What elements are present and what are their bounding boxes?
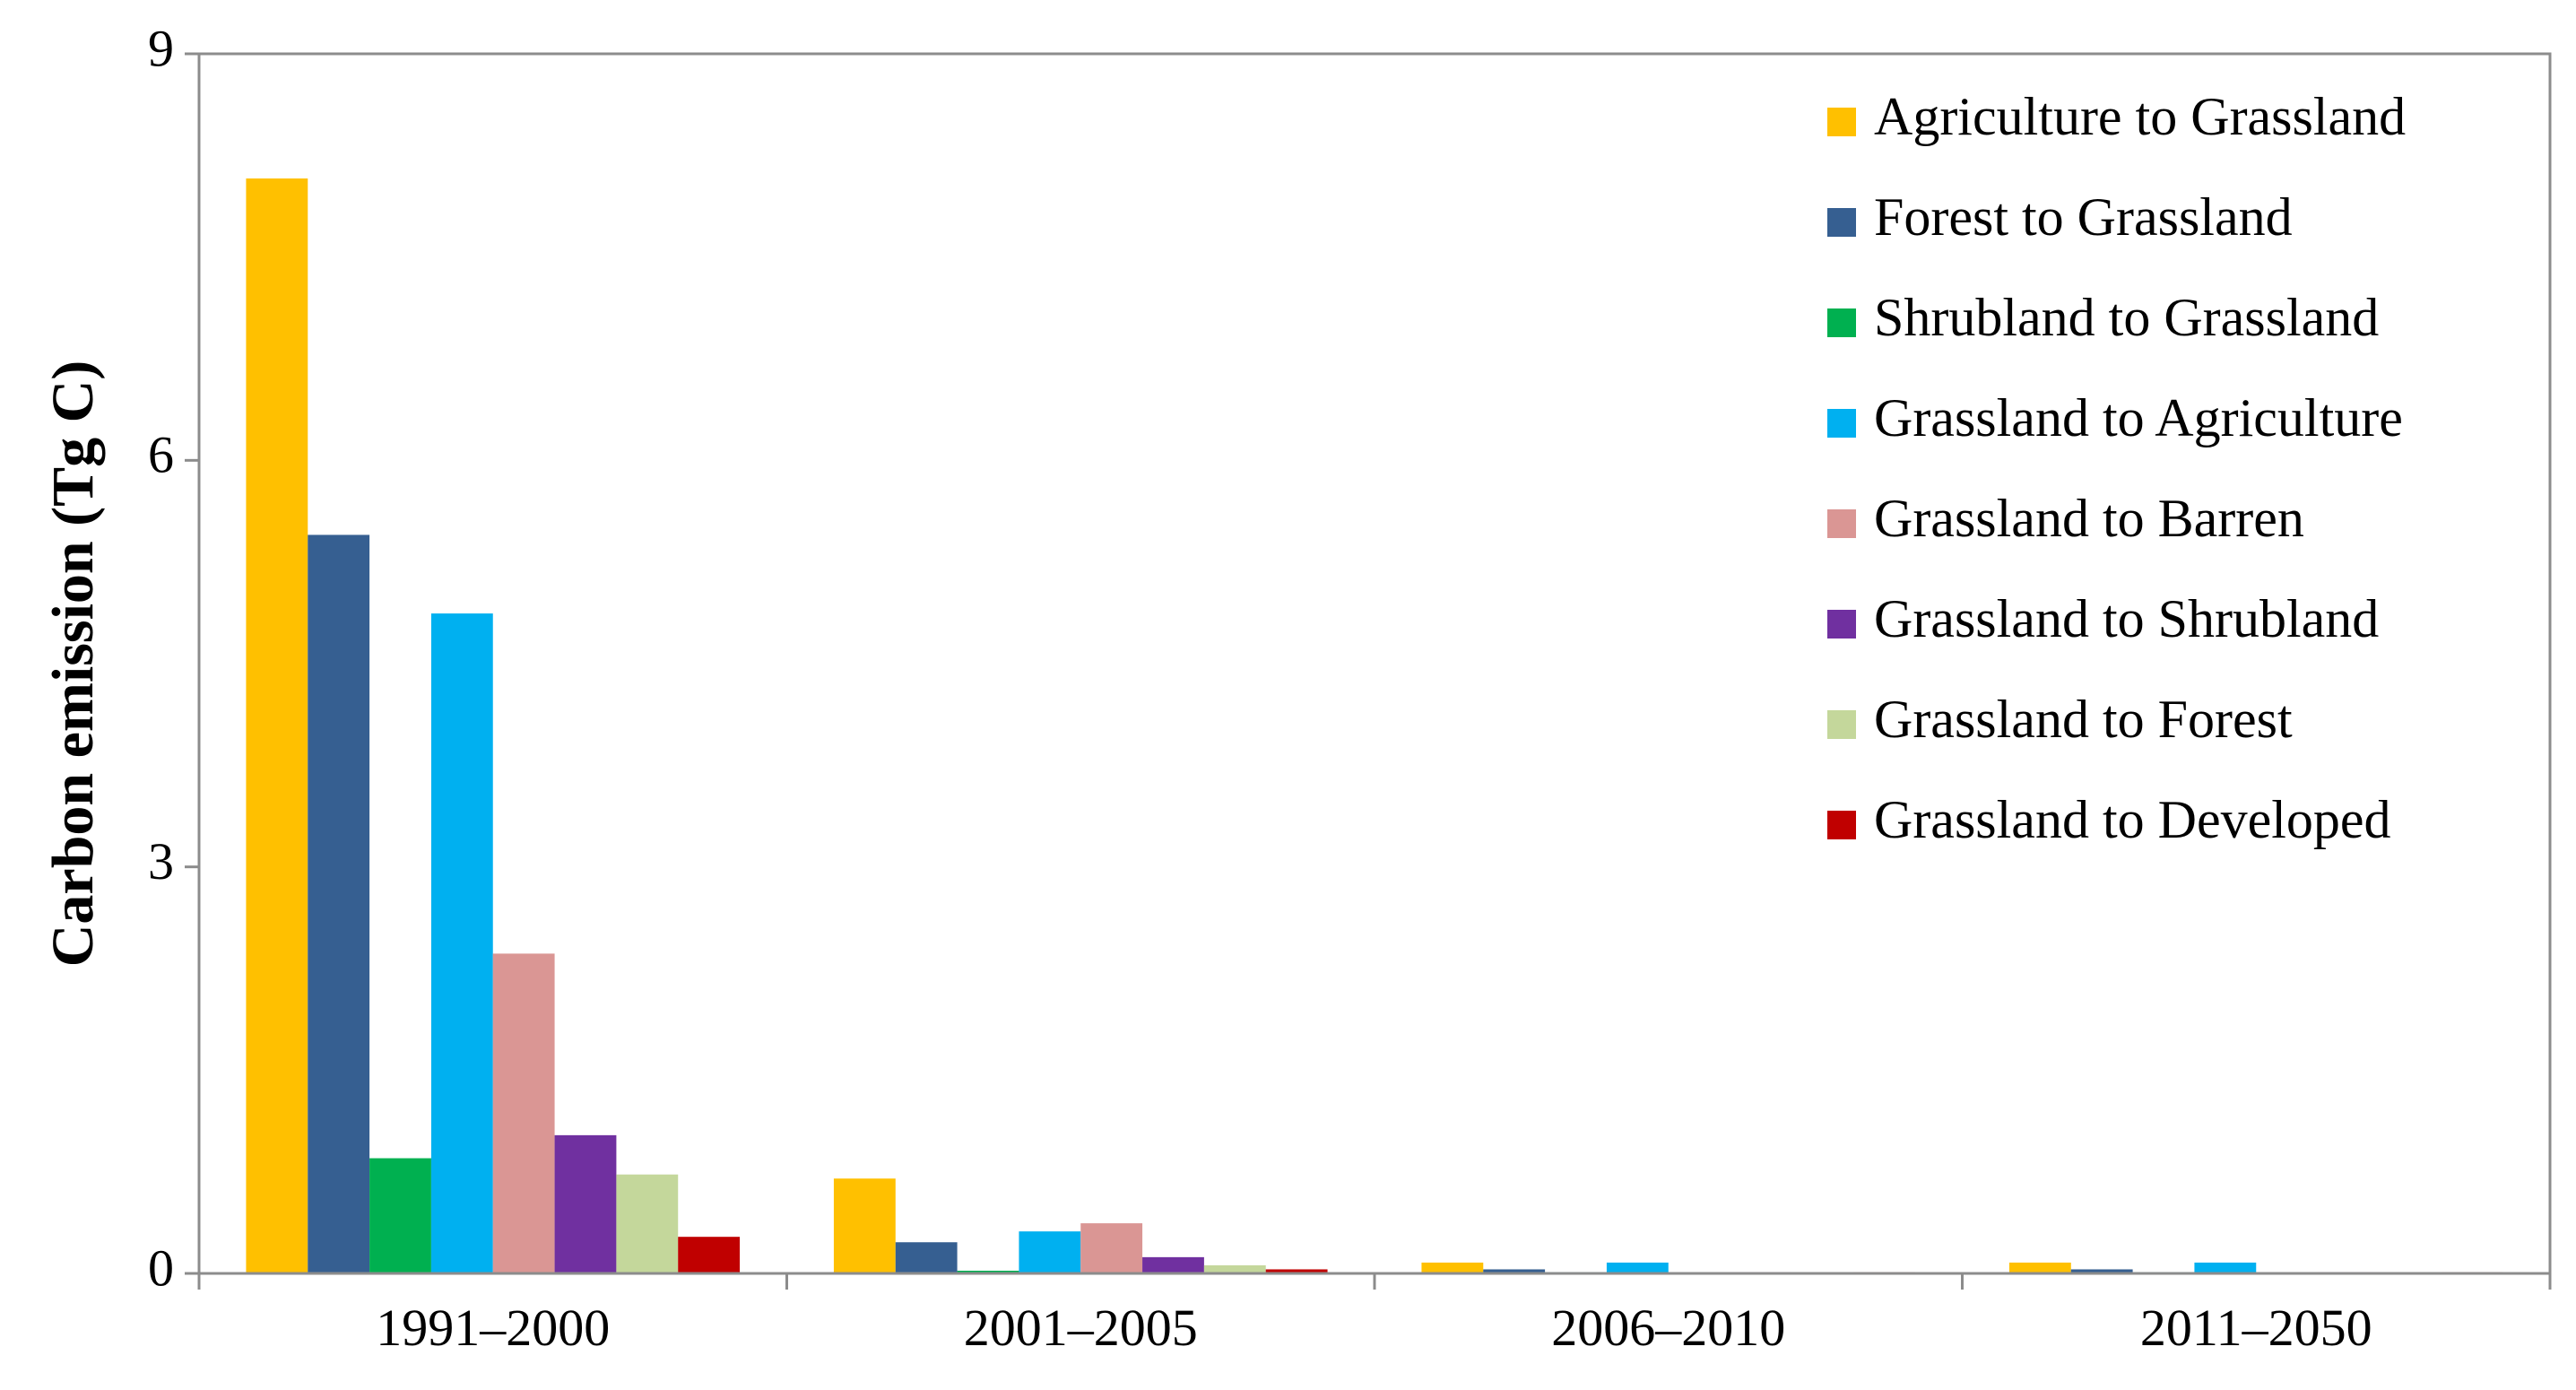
legend-label: Grassland to Shrubland (1874, 589, 2379, 648)
bar (554, 1134, 617, 1273)
y-axis-title: Carbon emission (Tg C) (40, 361, 106, 968)
bar (895, 1242, 958, 1273)
plot-area (197, 52, 2552, 1275)
legend-swatch (1827, 811, 1856, 839)
legend-swatch (1827, 108, 1856, 136)
legend-label: Forest to Grassland (1874, 187, 2293, 247)
axes-layer: 0 3 6 9 1991–2000 2001–2005 2006–2010 2011–2050 (148, 19, 2552, 1357)
y-tick-label: 9 (148, 19, 174, 77)
bar (616, 1174, 679, 1273)
x-tick-label: 2001–2005 (964, 1299, 1198, 1357)
bar (1483, 1269, 1546, 1273)
y-tick-label: 0 (148, 1238, 174, 1297)
legend-label: Shrubland to Grassland (1874, 288, 2379, 347)
bar (369, 1158, 431, 1273)
bar (308, 534, 370, 1273)
bar (1421, 1262, 1484, 1273)
legend-label: Grassland to Developed (1874, 790, 2391, 849)
bar (2008, 1262, 2071, 1273)
bar (1019, 1231, 1081, 1273)
legend-label: Agriculture to Grassland (1874, 87, 2406, 146)
legend-label: Grassland to Barren (1874, 489, 2304, 548)
legend-swatch (1827, 710, 1856, 739)
bar (957, 1270, 1019, 1273)
bar (1203, 1264, 1266, 1273)
x-tick-label: 1991–2000 (376, 1299, 610, 1357)
legend-label: Grassland to Forest (1874, 690, 2293, 749)
bar (492, 953, 555, 1273)
bar (678, 1237, 741, 1273)
legend-label: Grassland to Agriculture (1874, 388, 2403, 447)
legend-swatch (1827, 509, 1856, 538)
y-tick-label: 3 (148, 832, 174, 890)
bar (1142, 1256, 1204, 1273)
legend: Agriculture to Grassland Forest to Grassl… (1827, 87, 2406, 849)
bar (1265, 1269, 1328, 1273)
x-tick-label: 2011–2050 (2140, 1299, 2372, 1357)
bar (833, 1178, 896, 1273)
legend-swatch (1827, 610, 1856, 639)
bar (430, 613, 493, 1273)
legend-swatch (1827, 409, 1856, 438)
bar (2070, 1269, 2133, 1273)
y-tick-label: 6 (148, 426, 174, 484)
bar (1606, 1262, 1669, 1273)
legend-swatch (1827, 308, 1856, 337)
bars-layer (246, 178, 2503, 1273)
bar (1080, 1223, 1143, 1273)
bar (246, 178, 308, 1273)
legend-swatch (1827, 208, 1856, 237)
x-tick-label: 2006–2010 (1551, 1299, 1785, 1357)
bar (2194, 1262, 2257, 1273)
